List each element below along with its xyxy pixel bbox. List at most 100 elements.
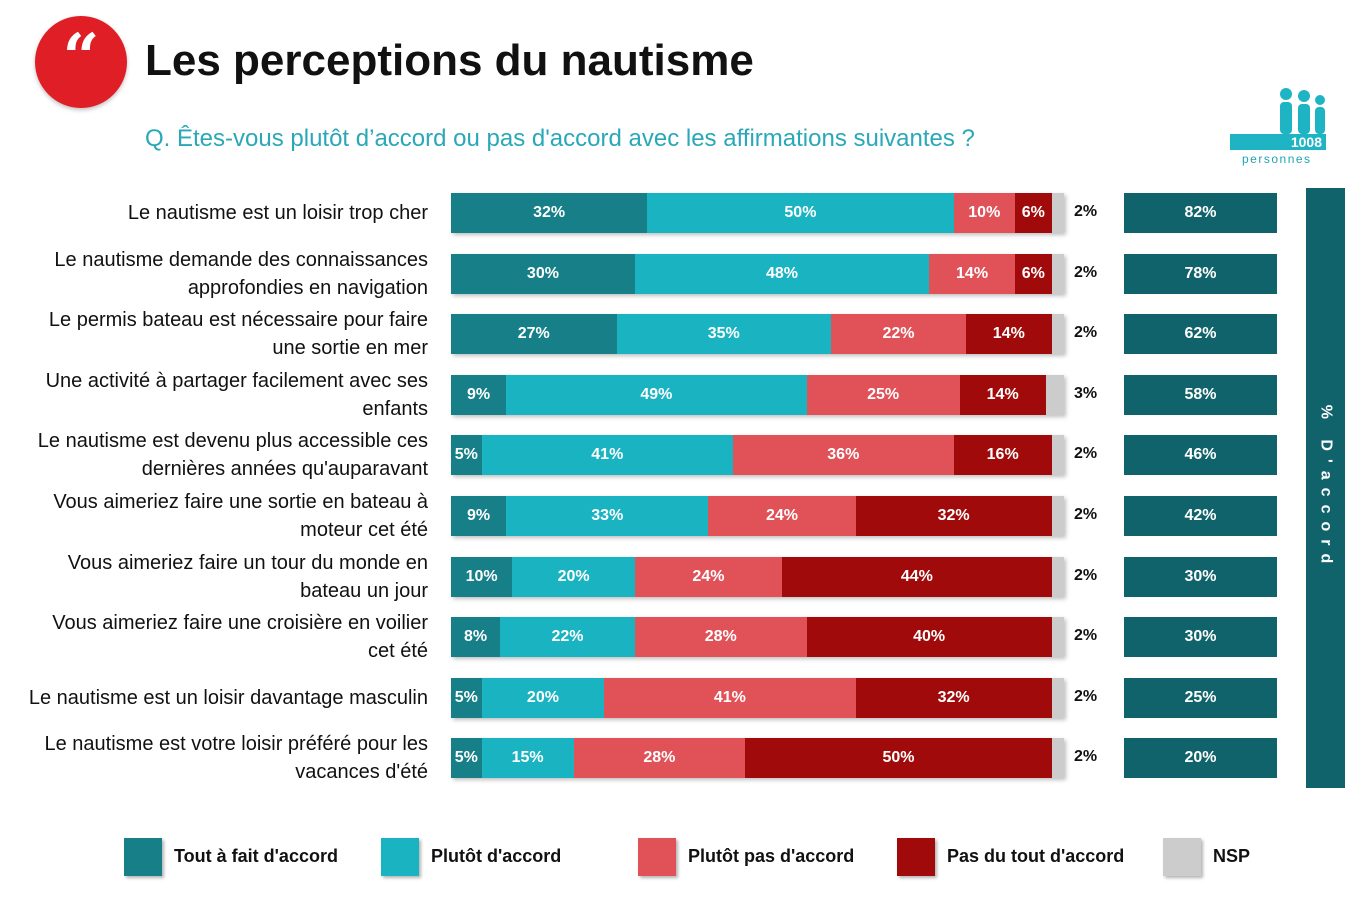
pct-accord-value: 25% (1124, 677, 1277, 718)
segment-value-label: 5% (454, 749, 478, 767)
bar-segment: 14% (959, 374, 1046, 415)
segment-value-label: 6% (1021, 264, 1045, 282)
bar-segment: 22% (500, 617, 635, 658)
bar-segment: 9% (451, 374, 507, 415)
stacked-bar: 9% 49% 25% 14% (451, 374, 1064, 415)
row-label-line: Une activité à partager facilement avec … (45, 369, 428, 392)
row-label-line: bateau un jour (300, 579, 428, 602)
stacked-bar: 27% 35% 22% 14% (451, 314, 1064, 355)
segment-value-label: 41% (713, 688, 746, 706)
row-label-line: enfants (362, 397, 428, 420)
segment-value-label: 8% (463, 628, 488, 646)
pct-accord-value: 30% (1124, 556, 1277, 597)
segment-value-label: 28% (643, 749, 676, 767)
segment-value-label: 25% (867, 385, 900, 403)
sample-count: 1008 (1230, 134, 1326, 150)
bar-segment (1051, 556, 1064, 597)
row-label: Vous aimeriez faire un tour du monde en b… (0, 549, 428, 605)
segment-value-label: 50% (784, 204, 817, 221)
row-label: Le nautisme est votre loisir préféré pou… (0, 730, 428, 786)
row-label: Le permis bateau est nécessaire pour fai… (0, 306, 428, 362)
bar-segment (1051, 253, 1064, 294)
bar-segment: 14% (929, 253, 1015, 294)
segment-value-label: 5% (454, 688, 478, 706)
bar-segment: 49% (506, 374, 807, 415)
segment-value-label: 49% (640, 385, 673, 403)
row-label: Le nautisme est un loisir davantage masc… (0, 684, 428, 712)
pct-accord-value: 46% (1124, 435, 1277, 476)
bar-segment: 6% (1014, 253, 1052, 294)
row-label-line: une sortie en mer (272, 337, 428, 360)
legend-swatch (638, 838, 676, 876)
pct-accord-column-header: % D'accord (1306, 188, 1345, 788)
nsp-value-label: 2% (1074, 566, 1098, 584)
segment-value-label: 32% (937, 507, 970, 524)
bar-segment: 35% (616, 314, 832, 355)
bar-segment (1051, 496, 1064, 536)
nsp-value-label: 2% (1074, 748, 1098, 766)
segment-value-label: 27% (517, 325, 550, 343)
nsp-value-label: 2% (1074, 445, 1098, 463)
bar-segment: 20% (512, 556, 635, 597)
nsp-value-label: 2% (1074, 506, 1098, 523)
row-label: Le nautisme est devenu plus accessible c… (0, 427, 428, 483)
bar-segment: 5% (451, 738, 482, 779)
row-label-line: Le nautisme demande des connaissances (54, 248, 428, 271)
nsp-value-label: 2% (1074, 627, 1098, 645)
bar-segment: 24% (634, 556, 782, 597)
stacked-bar: 32% 50% 10% 6% (451, 193, 1064, 233)
stacked-bar: 30% 48% 14% 6% (451, 253, 1064, 294)
bar-segment: 50% (647, 193, 954, 233)
segment-value-label: 33% (591, 507, 624, 524)
row-label-line: Vous aimeriez faire une croisière en voi… (52, 612, 428, 635)
segment-value-label: 28% (704, 628, 737, 646)
bar-segment: 5% (451, 435, 482, 476)
nsp-value-label: 2% (1074, 263, 1098, 281)
bar-segment: 20% (481, 677, 605, 718)
bar-segment (1051, 617, 1064, 658)
stacked-bar: 5% 15% 28% 50% (451, 738, 1064, 779)
segment-value-label: 24% (692, 567, 725, 585)
segment-value-label: 14% (992, 325, 1025, 343)
nsp-value-label: 2% (1074, 203, 1098, 220)
bar-segment: 6% (1014, 193, 1052, 233)
legend-swatch (124, 838, 162, 876)
row-label-line: Le nautisme est un loisir davantage masc… (28, 686, 428, 709)
bar-segment: 28% (573, 738, 746, 779)
segment-value-label: 14% (956, 264, 989, 282)
bar-segment: 50% (745, 738, 1052, 779)
pct-accord-value: 42% (1124, 496, 1277, 536)
legend-swatch (381, 838, 419, 876)
bar-segment: 40% (806, 617, 1052, 658)
nsp-value-label: 2% (1074, 687, 1098, 705)
bar-segment: 32% (855, 496, 1052, 536)
segment-value-label: 32% (937, 688, 970, 706)
bar-segment: 48% (634, 253, 930, 294)
bar-segment: 36% (732, 435, 954, 476)
pct-accord-label: % D'accord (1317, 404, 1335, 572)
survey-question: Q. Êtes-vous plutôt d’accord ou pas d'ac… (145, 125, 975, 152)
bar-segment (1051, 435, 1064, 476)
pct-accord-value: 30% (1124, 617, 1277, 658)
bar-segment: 32% (451, 193, 648, 233)
bar-segment: 16% (953, 435, 1052, 476)
row-label-line: cet été (367, 640, 428, 663)
row-label-line: Le nautisme est un loisir trop cher (127, 202, 428, 224)
bar-segment: 25% (806, 374, 960, 415)
stacked-bar: 5% 20% 41% 32% (451, 677, 1064, 718)
pct-accord-value: 82% (1124, 193, 1277, 233)
segment-value-label: 41% (591, 446, 624, 464)
segment-value-label: 24% (765, 507, 798, 524)
bar-segment (1051, 193, 1064, 233)
row-label-line: Le nautisme est votre loisir préféré pou… (44, 733, 428, 756)
row-label-line: Le nautisme est devenu plus accessible c… (37, 430, 428, 453)
bar-segment: 24% (708, 496, 856, 536)
stacked-bar: 9% 33% 24% 32% (451, 496, 1064, 536)
row-label: Une activité à partager facilement avec … (0, 367, 428, 423)
stacked-bar: 5% 41% 36% 16% (451, 435, 1064, 476)
segment-value-label: 40% (913, 628, 946, 646)
segment-value-label: 32% (533, 204, 566, 221)
segment-value-label: 35% (707, 325, 740, 343)
pct-accord-value: 58% (1124, 374, 1277, 415)
pct-accord-value: 62% (1124, 314, 1277, 355)
